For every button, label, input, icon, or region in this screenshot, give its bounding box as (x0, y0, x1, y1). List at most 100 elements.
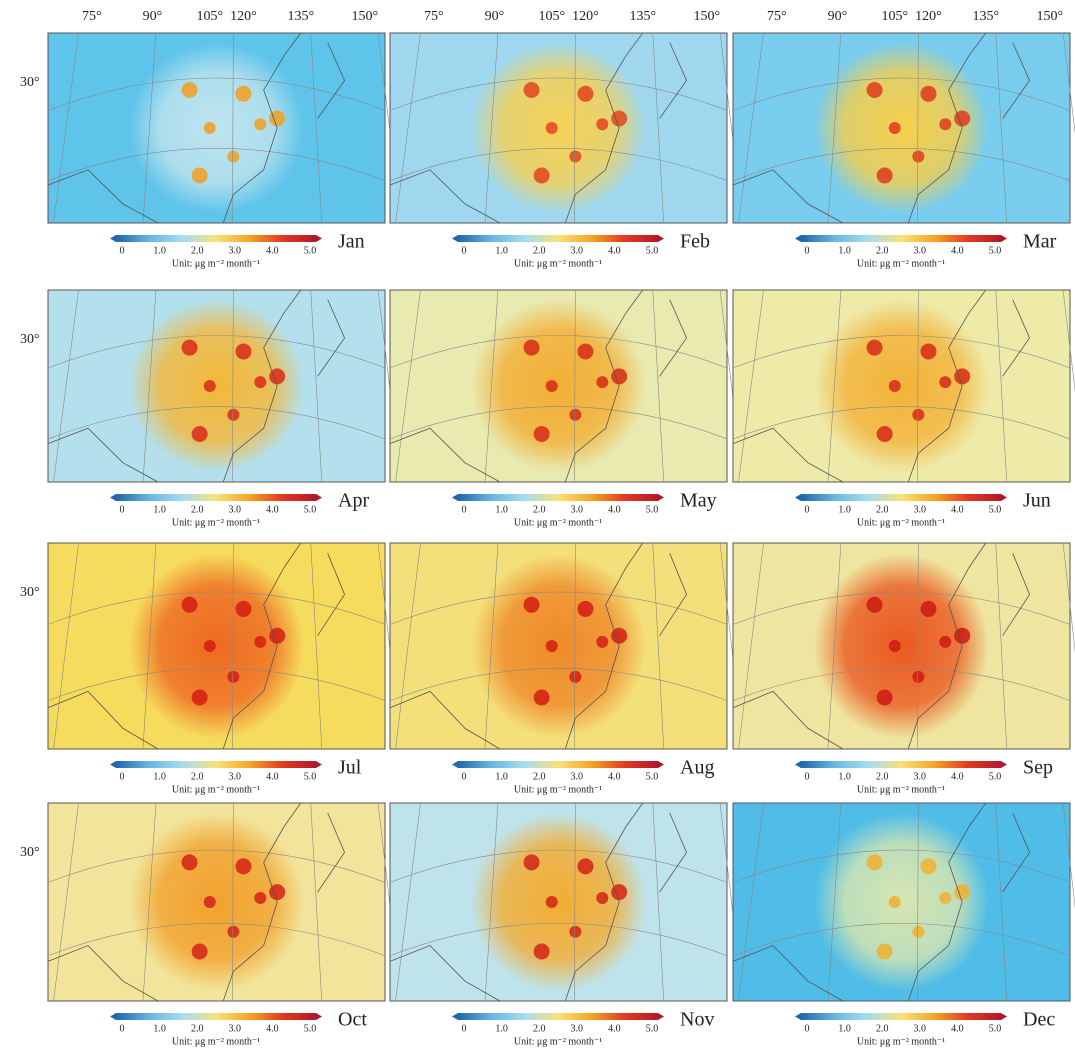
colorbar-tick-label: 0 (462, 1023, 467, 1034)
colorbar-tick-label: 0 (805, 1023, 810, 1034)
hot-spot (569, 151, 581, 163)
longitude-label: 105° (538, 9, 565, 24)
colorbar-tick-label: 2.0 (191, 1023, 204, 1034)
month-label: Mar (1023, 231, 1057, 253)
colorbar-arrow (110, 235, 116, 242)
emission-region (129, 43, 304, 214)
latitude-label: 30° (20, 845, 40, 860)
colorbar-tick-label: 2.0 (533, 245, 546, 256)
hot-spot (569, 409, 581, 421)
colorbar-tick-label: 4.0 (266, 245, 279, 256)
emission-region (814, 300, 989, 473)
hot-spot (596, 636, 608, 648)
colorbar (116, 235, 316, 242)
colorbar-tick-label: 5.0 (304, 504, 317, 515)
hot-spot (182, 597, 198, 613)
colorbar-tick-label: 1.0 (153, 771, 166, 782)
hot-spot (534, 944, 550, 960)
colorbar-tick-label: 2.0 (876, 504, 889, 515)
hot-spot (254, 636, 266, 648)
colorbar-tick-label: 4.0 (951, 504, 964, 515)
colorbar-arrow (316, 761, 322, 768)
hot-spot (867, 82, 883, 98)
colorbar-arrow (452, 494, 458, 501)
colorbar-tick-label: 5.0 (646, 245, 659, 256)
colorbar-tick-label: 1.0 (153, 504, 166, 515)
emission-region (471, 43, 646, 214)
hot-spot (524, 82, 540, 98)
colorbar-tick-label: 3.0 (229, 771, 242, 782)
colorbar-tick-label: 3.0 (571, 771, 584, 782)
hot-spot (182, 82, 198, 98)
colorbar-unit: Unit: μg m⁻² month⁻¹ (514, 517, 602, 528)
colorbar-arrow (658, 761, 664, 768)
colorbar (458, 235, 658, 242)
hot-spot (569, 926, 581, 938)
longitude-label: 105° (196, 9, 223, 24)
colorbar-tick-label: 0 (805, 771, 810, 782)
longitude-label: 135° (287, 9, 314, 24)
hot-spot (596, 892, 608, 904)
hot-spot (889, 640, 901, 652)
colorbar-tick-label: 3.0 (914, 771, 927, 782)
month-label: May (680, 490, 717, 512)
colorbar-arrow (1001, 1013, 1007, 1020)
colorbar-arrow (658, 235, 664, 242)
hot-spot (235, 601, 251, 617)
colorbar-arrow (452, 1013, 458, 1020)
month-label: Oct (338, 1009, 367, 1031)
colorbar-tick-label: 2.0 (533, 504, 546, 515)
hot-spot (192, 168, 208, 184)
longitude-label: 75° (424, 9, 444, 24)
hot-spot (227, 151, 239, 163)
month-label: Dec (1023, 1009, 1055, 1031)
figure: 75°90°105°120°135°150°75°90°105°120°135°… (0, 0, 1075, 1057)
emission-region (471, 300, 646, 473)
colorbar-tick-label: 1.0 (495, 771, 508, 782)
colorbar (801, 761, 1001, 768)
colorbar-tick-label: 4.0 (608, 504, 621, 515)
colorbar-unit: Unit: μg m⁻² month⁻¹ (514, 784, 602, 795)
colorbar-tick-label: 1.0 (495, 504, 508, 515)
colorbar-tick-label: 2.0 (533, 771, 546, 782)
colorbar-tick-label: 3.0 (229, 1023, 242, 1034)
hot-spot (920, 86, 936, 102)
hot-spot (569, 671, 581, 683)
emission-region (814, 813, 989, 991)
colorbar (458, 494, 658, 501)
hot-spot (546, 640, 558, 652)
hot-spot (235, 86, 251, 102)
colorbar-tick-label: 3.0 (571, 504, 584, 515)
hot-spot (877, 690, 893, 706)
month-label: Jan (338, 231, 365, 253)
map-panel (390, 290, 743, 482)
colorbar-tick-label: 5.0 (989, 504, 1002, 515)
map-panel (733, 543, 1075, 749)
colorbar-tick-label: 3.0 (914, 1023, 927, 1034)
colorbar-tick-label: 1.0 (153, 1023, 166, 1034)
colorbar (458, 761, 658, 768)
hot-spot (534, 426, 550, 442)
hot-spot (912, 409, 924, 421)
colorbar-arrow (110, 761, 116, 768)
colorbar-tick-label: 3.0 (914, 504, 927, 515)
colorbar-arrow (452, 761, 458, 768)
colorbar (116, 761, 316, 768)
colorbar-tick-label: 0 (120, 771, 125, 782)
hot-spot (204, 640, 216, 652)
hot-spot (524, 340, 540, 356)
month-label: Nov (680, 1009, 714, 1031)
colorbar-unit: Unit: μg m⁻² month⁻¹ (172, 258, 260, 269)
hot-spot (227, 926, 239, 938)
colorbar-tick-label: 5.0 (989, 245, 1002, 256)
longitude-label: 90° (828, 9, 848, 24)
colorbar-tick-label: 5.0 (646, 771, 659, 782)
month-label: Jul (338, 757, 362, 779)
map-panel (733, 803, 1075, 1001)
colorbar-tick-label: 1.0 (838, 771, 851, 782)
colorbar-tick-label: 0 (462, 245, 467, 256)
colorbar-tick-label: 0 (120, 245, 125, 256)
longitude-label: 75° (82, 9, 102, 24)
longitude-label: 90° (485, 9, 505, 24)
hot-spot (254, 892, 266, 904)
